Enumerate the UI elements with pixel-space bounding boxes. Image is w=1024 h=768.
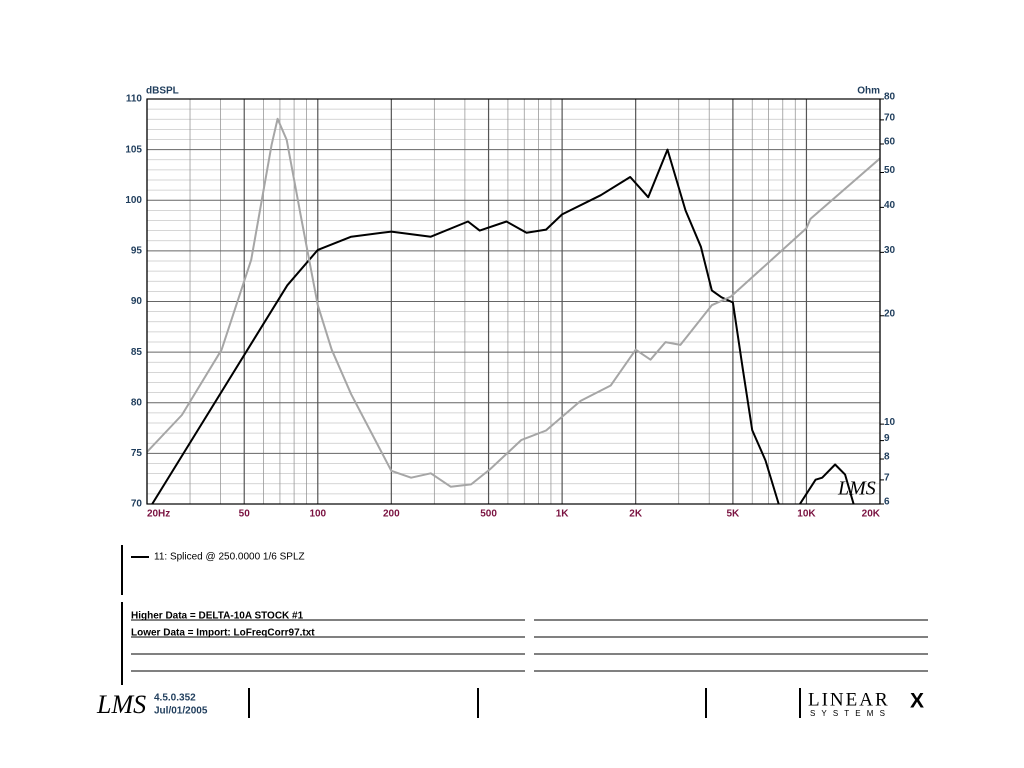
- y-tick-label: 70: [131, 499, 143, 510]
- y-tick-label: 100: [125, 195, 142, 206]
- y-tick-label: 90: [131, 296, 143, 307]
- plot-lines: [147, 117, 880, 504]
- legend-entry: 11: Spliced @ 250.0000 1/6 SPLZ: [154, 552, 305, 563]
- x-tick-label: 500: [480, 509, 497, 520]
- y-tick-label: 85: [131, 347, 143, 358]
- x-tick-label: 20K: [862, 509, 881, 520]
- brand: LINEAR: [808, 689, 890, 710]
- series-line: [147, 117, 880, 488]
- y2-tick-label: 30: [884, 245, 896, 256]
- y2-tick-label: 10: [884, 417, 896, 428]
- watermark: LMS: [837, 478, 876, 500]
- x-tick-label: 1K: [556, 509, 570, 520]
- y2-tick-label: 70: [884, 113, 896, 124]
- x-tick-label: 200: [383, 509, 400, 520]
- note: Lower Data = Import: LoFreqCorr97.txt: [131, 628, 315, 639]
- y2-tick-label: 6: [884, 497, 890, 508]
- note: Higher Data = DELTA-10A STOCK #1: [131, 611, 304, 622]
- x-tick-label: 5K: [726, 509, 740, 520]
- y-tick-label: 110: [126, 94, 143, 105]
- x-tick-label: 50: [239, 509, 251, 520]
- y2-tick-label: 20: [884, 308, 896, 319]
- footer-dividers: [248, 688, 801, 718]
- plot-frame: [146, 98, 881, 505]
- x-tick-label: 20: [147, 509, 159, 520]
- series-line: [151, 148, 855, 504]
- y2-tick-label: 50: [884, 165, 896, 176]
- brand-sub: S Y S T E M S: [810, 709, 887, 718]
- x-tick-label: 10K: [797, 509, 816, 520]
- footer-logo: LMS: [96, 690, 146, 719]
- note-lines: [131, 619, 928, 672]
- y2-tick-label: 7: [884, 473, 890, 484]
- brand-mark: X: [910, 690, 924, 713]
- x-tick-label: 100: [309, 509, 326, 520]
- y-axis-label: dBSPL: [146, 86, 179, 97]
- x-tick-label: 2K: [629, 509, 643, 520]
- version: 4.5.0.352: [154, 693, 196, 704]
- y2-tick-label: 40: [884, 200, 896, 211]
- y2-axis-label: Ohm: [857, 86, 880, 97]
- date: Jul/01/2005: [154, 706, 208, 717]
- y2-tick-label: 60: [884, 137, 896, 148]
- y-tick-label: 75: [131, 448, 143, 459]
- x-axis-label: Hz: [158, 509, 170, 520]
- y-tick-label: 105: [125, 144, 142, 155]
- y2-tick-label: 9: [884, 433, 890, 444]
- y2-tick-label: 80: [884, 92, 896, 103]
- y-tick-label: 95: [131, 246, 143, 257]
- grid: [146, 98, 881, 505]
- y2-tick-label: 8: [884, 452, 890, 463]
- y-tick-label: 80: [131, 397, 143, 408]
